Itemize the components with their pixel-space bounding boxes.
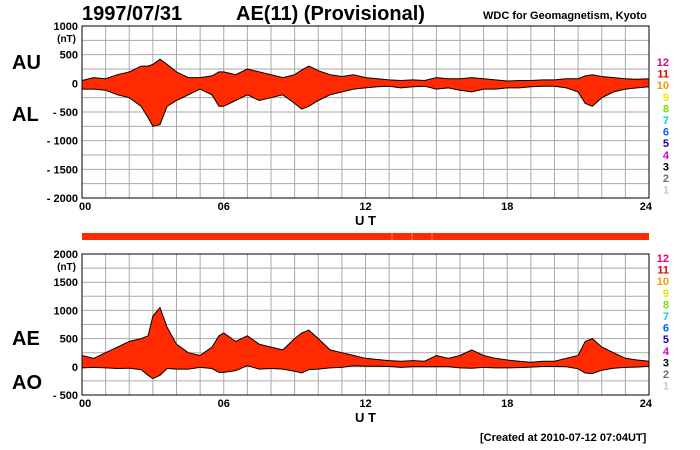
lower-x-axis-label: U T <box>355 410 376 425</box>
ae-label: AE <box>12 328 40 350</box>
upper-station-label-3: 3 <box>663 161 669 173</box>
upper-series-al-line <box>82 85 650 127</box>
upper-y-tick-label: - 1000 <box>47 136 78 148</box>
au-label: AU <box>12 52 41 74</box>
lower-x-tick-label: 24 <box>640 398 653 410</box>
upper-plot-frame <box>81 25 650 199</box>
lower-station-label-9: 9 <box>663 288 669 300</box>
chart-title: AE(11) (Provisional) <box>236 3 425 25</box>
lower-station-label-2: 2 <box>663 369 669 381</box>
upper-unit-label: (nT) <box>57 34 76 45</box>
upper-y-tick-label: 1000 <box>54 21 78 33</box>
lower-unit-label: (nT) <box>57 262 76 273</box>
upper-x-tick-label: 06 <box>218 201 230 213</box>
lower-band-area <box>82 307 649 379</box>
upper-station-label-7: 7 <box>663 115 669 127</box>
upper-x-tick-label: 12 <box>359 201 371 213</box>
created-timestamp: [Created at 2010-07-12 07:04UT] <box>480 432 647 444</box>
upper-y-tick-label: - 500 <box>53 107 78 119</box>
lower-y-tick-label: 2000 <box>54 249 78 261</box>
upper-y-tick-label: 0 <box>72 78 78 90</box>
ao-label: AO <box>12 372 42 394</box>
upper-x-axis-label: U T <box>355 213 376 228</box>
upper-y-tick-label: - 1500 <box>47 164 78 176</box>
lower-station-label-7: 7 <box>663 311 669 323</box>
upper-y-tick-label: 500 <box>60 50 78 62</box>
upper-station-label-12: 12 <box>657 57 669 69</box>
upper-series-au-line <box>81 58 650 82</box>
lower-station-label-8: 8 <box>663 299 669 311</box>
al-label: AL <box>12 104 39 126</box>
lower-y-tick-label: 1000 <box>54 305 78 317</box>
upper-station-label-11: 11 <box>657 69 669 81</box>
upper-x-tick-label: 24 <box>640 201 653 213</box>
lower-x-tick-label: 06 <box>218 398 230 410</box>
data-source: WDC for Geomagnetism, Kyoto <box>483 10 647 22</box>
upper-x-tick-label: 00 <box>79 201 91 213</box>
lower-y-tick-label: 0 <box>72 362 78 374</box>
data-availability-bar <box>82 233 649 240</box>
lower-x-tick-label: 12 <box>359 398 371 410</box>
upper-station-label-2: 2 <box>663 173 669 185</box>
lower-y-tick-label: 1500 <box>54 277 78 289</box>
lower-x-tick-label: 18 <box>501 398 513 410</box>
lower-x-tick-label: 00 <box>79 398 91 410</box>
lower-station-label-3: 3 <box>663 357 669 369</box>
upper-station-label-5: 5 <box>663 138 669 150</box>
upper-station-label-10: 10 <box>657 80 669 92</box>
lower-station-label-12: 12 <box>657 253 669 265</box>
upper-y-tick-label: - 2000 <box>47 193 78 205</box>
lower-plot-frame <box>81 253 650 396</box>
upper-station-label-9: 9 <box>663 92 669 104</box>
lower-series-ao-line <box>81 365 650 380</box>
lower-station-label-1: 1 <box>663 381 669 393</box>
lower-station-label-4: 4 <box>663 346 670 358</box>
lower-series-ae-line <box>81 306 650 363</box>
lower-y-tick-label: - 500 <box>53 390 78 402</box>
lower-y-tick-label: 500 <box>60 334 78 346</box>
lower-station-label-5: 5 <box>663 334 669 346</box>
chart-date: 1997/07/31 <box>82 3 183 25</box>
upper-station-label-8: 8 <box>663 103 669 115</box>
upper-station-label-1: 1 <box>663 185 669 197</box>
upper-station-label-4: 4 <box>663 150 670 162</box>
upper-x-tick-label: 18 <box>501 201 513 213</box>
lower-station-label-6: 6 <box>663 323 669 335</box>
lower-station-label-11: 11 <box>657 265 669 277</box>
upper-station-label-6: 6 <box>663 127 669 139</box>
upper-band-area <box>82 59 649 127</box>
lower-station-label-10: 10 <box>657 276 669 288</box>
